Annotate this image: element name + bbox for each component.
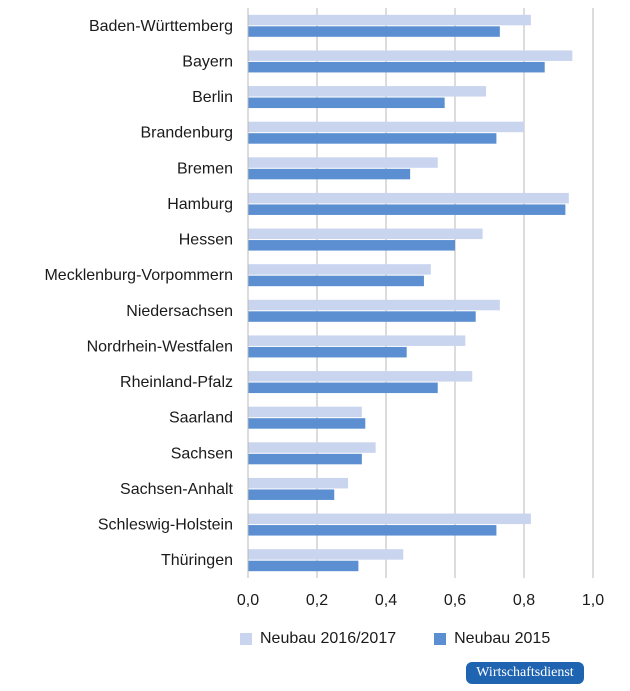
- bar-series-2: [248, 418, 366, 429]
- legend-label-series-2: Neubau 2015: [454, 630, 551, 647]
- category-label: Niedersachsen: [126, 303, 233, 320]
- category-label: Brandenburg: [140, 125, 233, 142]
- x-tick-label: 0,0: [237, 592, 259, 609]
- category-label: Hessen: [179, 232, 233, 249]
- bar-series-1: [248, 264, 431, 275]
- category-label: Rheinland-Pfalz: [120, 374, 233, 391]
- bar-series-1: [248, 86, 487, 97]
- category-label: Mecklenburg-Vorpommern: [44, 267, 233, 284]
- category-label: Saarland: [169, 410, 233, 427]
- bar-series-2: [248, 240, 455, 251]
- category-label: Schleswig-Holstein: [98, 517, 233, 534]
- bar-series-2: [248, 382, 438, 394]
- bar-series-2: [248, 133, 497, 144]
- bar-series-1: [248, 50, 573, 61]
- bar-series-1: [248, 406, 362, 418]
- category-label: Hamburg: [167, 196, 233, 213]
- bar-series-2: [248, 311, 476, 322]
- bar-series-1: [248, 14, 531, 26]
- category-label: Sachsen-Anhalt: [120, 481, 234, 498]
- legend-swatch-series-1: [240, 633, 252, 645]
- category-label: Bayern: [182, 53, 233, 70]
- bar-series-1: [248, 335, 466, 346]
- x-tick-label: 0,8: [513, 592, 535, 609]
- x-tick-label: 1,0: [582, 592, 604, 609]
- category-label: Sachsen: [171, 445, 233, 462]
- bar-series-1: [248, 121, 524, 133]
- bar-series-1: [248, 513, 531, 525]
- bar-series-1: [248, 228, 483, 240]
- bar-series-2: [248, 453, 362, 465]
- legend-item-series-2: Neubau 2015: [434, 630, 550, 648]
- legend-item-series-1: Neubau 2016/2017: [240, 630, 396, 648]
- bar-series-1: [248, 157, 438, 168]
- bar-series-1: [248, 442, 376, 453]
- category-label: Berlin: [192, 89, 233, 106]
- bar-series-2: [248, 525, 497, 536]
- bar-series-1: [248, 371, 473, 382]
- bar-series-1: [248, 549, 404, 560]
- bar-series-1: [248, 477, 349, 489]
- x-tick-label: 0,6: [444, 592, 466, 609]
- bar-series-2: [248, 560, 359, 572]
- legend: Neubau 2016/2017 Neubau 2015: [240, 630, 550, 648]
- bar-series-2: [248, 97, 445, 109]
- category-label: Nordrhein-Westfalen: [87, 338, 233, 355]
- bar-series-2: [248, 61, 545, 73]
- bar-series-2: [248, 204, 566, 215]
- bar-series-2: [248, 346, 407, 358]
- brand-logo-badge: Wirtschaftsdienst: [466, 662, 584, 684]
- x-tick-label: 0,4: [375, 592, 397, 609]
- bar-series-2: [248, 489, 335, 500]
- category-label: Baden-Württemberg: [89, 18, 233, 35]
- category-label: Bremen: [177, 160, 233, 177]
- bar-series-2: [248, 26, 500, 37]
- bar-series-2: [248, 275, 424, 287]
- x-tick-label: 0,2: [306, 592, 328, 609]
- legend-swatch-series-2: [434, 633, 447, 645]
- legend-label-series-1: Neubau 2016/2017: [260, 630, 397, 647]
- bar-series-1: [248, 299, 500, 311]
- bar-series-2: [248, 168, 411, 180]
- category-label: Thüringen: [161, 552, 233, 569]
- bar-series-1: [248, 192, 569, 204]
